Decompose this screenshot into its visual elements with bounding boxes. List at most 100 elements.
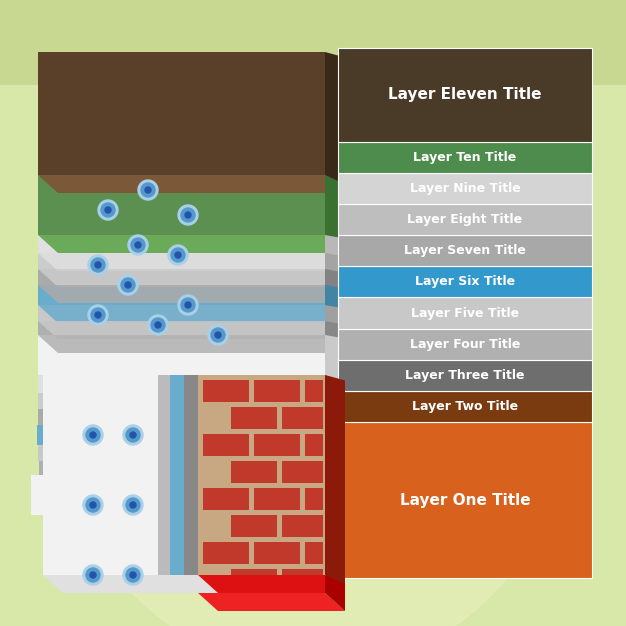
- Text: Layer Eleven Title: Layer Eleven Title: [388, 87, 541, 102]
- Text: Layer One Title: Layer One Title: [399, 493, 530, 508]
- Bar: [305, 542, 323, 564]
- Bar: [338, 422, 592, 578]
- Bar: [338, 141, 592, 173]
- Circle shape: [88, 255, 108, 275]
- Bar: [282, 515, 323, 537]
- Bar: [38, 52, 325, 175]
- Circle shape: [123, 425, 143, 445]
- Bar: [198, 575, 325, 593]
- Circle shape: [141, 183, 155, 197]
- Circle shape: [130, 432, 136, 438]
- Bar: [203, 434, 249, 456]
- Bar: [37, 425, 43, 445]
- Bar: [254, 380, 300, 402]
- Bar: [203, 380, 249, 402]
- Circle shape: [148, 315, 168, 335]
- Circle shape: [126, 568, 140, 582]
- Circle shape: [83, 565, 103, 585]
- Polygon shape: [325, 235, 345, 271]
- Circle shape: [123, 565, 143, 585]
- Bar: [38, 305, 325, 321]
- Bar: [203, 542, 249, 564]
- Polygon shape: [325, 575, 345, 611]
- Circle shape: [101, 203, 115, 217]
- Circle shape: [181, 208, 195, 222]
- Circle shape: [185, 212, 191, 218]
- Circle shape: [126, 498, 140, 512]
- Circle shape: [208, 325, 228, 345]
- Polygon shape: [325, 253, 345, 287]
- Bar: [338, 266, 592, 297]
- Bar: [282, 407, 323, 429]
- Polygon shape: [325, 375, 345, 593]
- Polygon shape: [38, 305, 345, 323]
- Circle shape: [155, 322, 161, 328]
- Bar: [31, 475, 43, 515]
- Bar: [38, 235, 325, 253]
- Circle shape: [118, 275, 138, 295]
- Text: Layer Four Title: Layer Four Title: [410, 337, 520, 351]
- Circle shape: [178, 295, 198, 315]
- Polygon shape: [38, 253, 345, 271]
- Bar: [338, 297, 592, 329]
- Polygon shape: [198, 593, 345, 611]
- Bar: [198, 375, 325, 575]
- Polygon shape: [38, 175, 345, 193]
- Polygon shape: [38, 335, 345, 353]
- Polygon shape: [325, 52, 345, 193]
- Circle shape: [168, 245, 188, 265]
- Polygon shape: [325, 305, 345, 339]
- Polygon shape: [38, 375, 345, 393]
- Bar: [338, 235, 592, 266]
- Circle shape: [123, 495, 143, 515]
- Bar: [38, 175, 325, 235]
- Circle shape: [138, 180, 158, 200]
- Bar: [305, 380, 323, 402]
- Circle shape: [128, 235, 148, 255]
- Circle shape: [86, 428, 100, 442]
- Bar: [170, 375, 184, 575]
- Polygon shape: [325, 335, 345, 393]
- Bar: [282, 461, 323, 483]
- Circle shape: [215, 332, 221, 338]
- Bar: [38, 269, 325, 285]
- Circle shape: [130, 502, 136, 508]
- Bar: [305, 434, 323, 456]
- Circle shape: [91, 308, 105, 322]
- Bar: [38, 445, 43, 461]
- Circle shape: [185, 302, 191, 308]
- Circle shape: [98, 200, 118, 220]
- Text: Layer Nine Title: Layer Nine Title: [409, 182, 520, 195]
- Polygon shape: [170, 575, 204, 593]
- Circle shape: [181, 298, 195, 312]
- Text: Layer Five Title: Layer Five Title: [411, 307, 519, 319]
- Bar: [231, 569, 277, 575]
- Bar: [231, 407, 277, 429]
- Bar: [38, 285, 325, 305]
- Circle shape: [95, 262, 101, 268]
- Bar: [231, 461, 277, 483]
- Ellipse shape: [63, 170, 563, 626]
- Polygon shape: [38, 235, 345, 253]
- Polygon shape: [325, 321, 345, 353]
- Circle shape: [88, 305, 108, 325]
- Circle shape: [151, 318, 165, 332]
- Bar: [0, 0, 626, 85]
- Bar: [184, 375, 198, 575]
- Polygon shape: [43, 575, 178, 593]
- Bar: [254, 542, 300, 564]
- Circle shape: [121, 278, 135, 292]
- Polygon shape: [325, 175, 345, 253]
- Polygon shape: [158, 575, 190, 593]
- Bar: [305, 488, 323, 510]
- Circle shape: [130, 572, 136, 578]
- Polygon shape: [38, 321, 345, 339]
- Circle shape: [90, 502, 96, 508]
- Circle shape: [211, 328, 225, 342]
- Text: Layer Six Title: Layer Six Title: [415, 275, 515, 289]
- Circle shape: [175, 252, 181, 258]
- Circle shape: [83, 495, 103, 515]
- Text: Layer Ten Title: Layer Ten Title: [413, 151, 516, 163]
- Circle shape: [90, 572, 96, 578]
- Circle shape: [90, 432, 96, 438]
